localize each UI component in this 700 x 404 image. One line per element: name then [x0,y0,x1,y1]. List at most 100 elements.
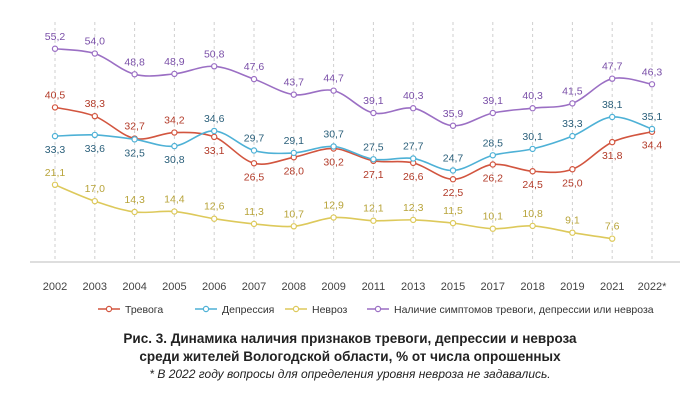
data-label: 30,8 [164,154,185,166]
data-label: 24,5 [522,179,543,191]
x-tick-label: 2006 [202,281,226,293]
data-label: 10,7 [284,208,305,220]
data-label: 43,7 [284,77,305,89]
data-point [51,104,59,111]
figure-caption-line-1: Рис. 3. Динамика наличия признаков трево… [123,331,577,346]
x-tick-label: 2018 [520,281,544,293]
data-label: 34,4 [642,140,663,152]
data-point [648,125,656,133]
data-point [330,214,337,221]
legend-label: Наличие симптомов тревоги, депрессии или… [394,304,654,316]
data-point [609,138,616,146]
data-point [290,149,297,157]
data-label: 41,5 [562,85,583,97]
data-label: 30,7 [323,129,344,141]
data-label: 38,3 [85,98,106,110]
data-point [171,129,178,136]
data-point [569,166,576,173]
data-label: 48,8 [124,56,145,68]
data-label: 50,8 [204,48,225,60]
data-label: 39,1 [363,95,384,107]
data-point [529,168,536,175]
data-label: 46,3 [642,66,663,78]
x-tick-label: 2017 [481,281,505,293]
legend-marker [202,305,210,313]
data-point [91,112,99,120]
legend-label: Невроз [312,304,348,316]
data-label: 26,2 [483,172,504,184]
legend-label: Депрессия [222,304,274,316]
data-point [131,71,138,78]
data-label: 26,6 [403,171,424,183]
data-point [609,113,616,121]
x-tick-label: 2011 [362,281,386,293]
figure-caption-line-2: среди жителей Вологодской области, % от … [139,349,561,364]
data-label: 17,0 [85,183,106,195]
data-label: 22,5 [443,187,464,199]
data-label: 40,3 [403,90,424,102]
data-label: 12,1 [363,203,384,215]
data-point [569,100,576,107]
data-label: 12,9 [323,200,344,212]
data-label: 32,7 [124,121,145,133]
data-label: 26,5 [244,171,265,183]
data-point [569,229,576,236]
data-point [51,181,59,189]
data-point [290,223,297,230]
data-label: 39,1 [483,95,504,107]
data-point [609,75,616,82]
data-point [131,208,138,216]
x-tick-label: 2004 [122,281,146,293]
data-point [210,133,218,141]
data-point [449,176,457,183]
data-label: 21,1 [45,167,66,179]
data-point [250,147,258,154]
data-point [529,105,536,112]
legend-marker [374,305,382,313]
series-line [54,106,653,181]
data-point [91,131,99,139]
data-label: 32,5 [124,147,145,159]
data-point [171,208,178,215]
data-point [370,156,377,163]
x-tick-label: 2007 [242,281,266,293]
x-tick-label: 2019 [560,281,584,293]
data-label: 48,9 [164,56,185,68]
data-point [529,222,536,230]
x-tick-label: 2009 [321,281,345,293]
data-point [91,197,99,205]
data-label: 11,5 [443,205,463,217]
data-point [410,216,417,224]
data-label: 33,3 [45,144,66,156]
x-tick-label: 2008 [282,281,306,293]
data-point [290,91,297,98]
data-label: 24,7 [443,152,464,164]
data-point [210,127,218,135]
data-point [210,63,218,70]
data-label: 44,7 [323,73,344,85]
data-label: 54,0 [85,36,106,48]
data-label: 47,7 [602,61,623,73]
data-label: 55,2 [45,31,66,43]
legend-marker [292,305,300,313]
data-label: 14,4 [164,194,185,206]
data-label: 35,9 [443,108,464,120]
data-label: 31,8 [602,150,623,162]
data-point [171,70,178,78]
data-point [330,87,337,94]
data-point [250,160,258,167]
data-point [489,152,496,159]
data-point [51,45,59,52]
data-label: 30,1 [522,131,543,143]
data-label: 33,3 [562,118,583,130]
data-label: 33,1 [204,145,225,157]
data-label: 29,7 [244,132,265,144]
data-label: 27,5 [363,141,384,153]
data-point [410,155,417,162]
data-label: 12,6 [204,201,225,213]
x-tick-label: 2002 [43,281,67,293]
data-label: 30,2 [323,157,344,169]
data-label: 12,3 [403,202,424,214]
series-line [54,116,653,172]
data-point [529,145,536,153]
